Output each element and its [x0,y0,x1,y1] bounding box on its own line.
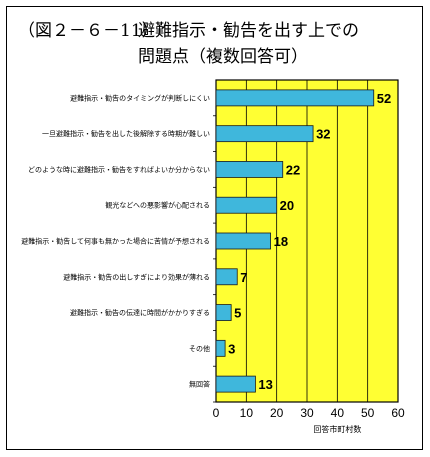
bar-1 [215,125,314,143]
value-label-6: 5 [234,306,241,321]
x-tick-label-5: 50 [361,406,375,420]
value-label-4: 18 [274,234,288,249]
value-label-5: 7 [240,270,247,285]
value-label-1: 32 [316,127,330,142]
value-label-8: 13 [258,377,272,392]
figure-number: （図２－６－11） [18,21,159,41]
x-tick-label-1: 10 [240,406,254,420]
value-label-3: 20 [280,198,294,213]
bar-5 [215,268,238,286]
bar-7 [215,339,226,357]
x-tick-label-4: 40 [331,406,345,420]
chart-title: （図２－６－11）避難指示・勧告を出す上での 問題点（複数回答可） [18,18,359,67]
value-label-0: 52 [377,91,391,106]
category-label-4: 避難指示・勧告して何事も無かった場合に苦情が予想される [21,237,210,246]
category-label-0: 避難指示・勧告のタイミングが判断しにくい [70,93,210,102]
category-label-2: どのような時に避難指示・勧告をすればよいか分からない [28,165,210,174]
category-label-6: 避難指示・勧告の伝達に時間がかかりすぎる [70,308,210,317]
category-label-1: 一旦避難指示・勧告を出した後解除する時期が難しい [42,129,210,138]
category-label-8: 無回答 [189,380,210,389]
x-tick-label-2: 20 [270,406,284,420]
value-label-2: 22 [286,162,300,177]
category-label-5: 避難指示・勧告の出しすぎにより効果が薄れる [63,272,210,281]
bar-8 [215,375,256,393]
bar-4 [215,232,271,250]
category-label-7: その他 [189,344,210,353]
title-line-1: 避難指示・勧告を出す上での [138,21,359,41]
x-axis-label: 回答市町村数 [313,424,361,434]
title-line-2: 問題点（複数回答可） [138,47,308,67]
x-tick-label-0: 0 [213,406,220,420]
category-label-3: 観光などへの悪影響が心配される [105,201,210,210]
bar-3 [215,196,278,214]
value-label-7: 3 [228,341,235,356]
bar-0 [215,89,375,107]
x-tick-label-3: 30 [300,406,314,420]
bar-2 [215,161,284,178]
x-tick-label-6: 60 [391,406,405,420]
bar-6 [215,304,232,321]
